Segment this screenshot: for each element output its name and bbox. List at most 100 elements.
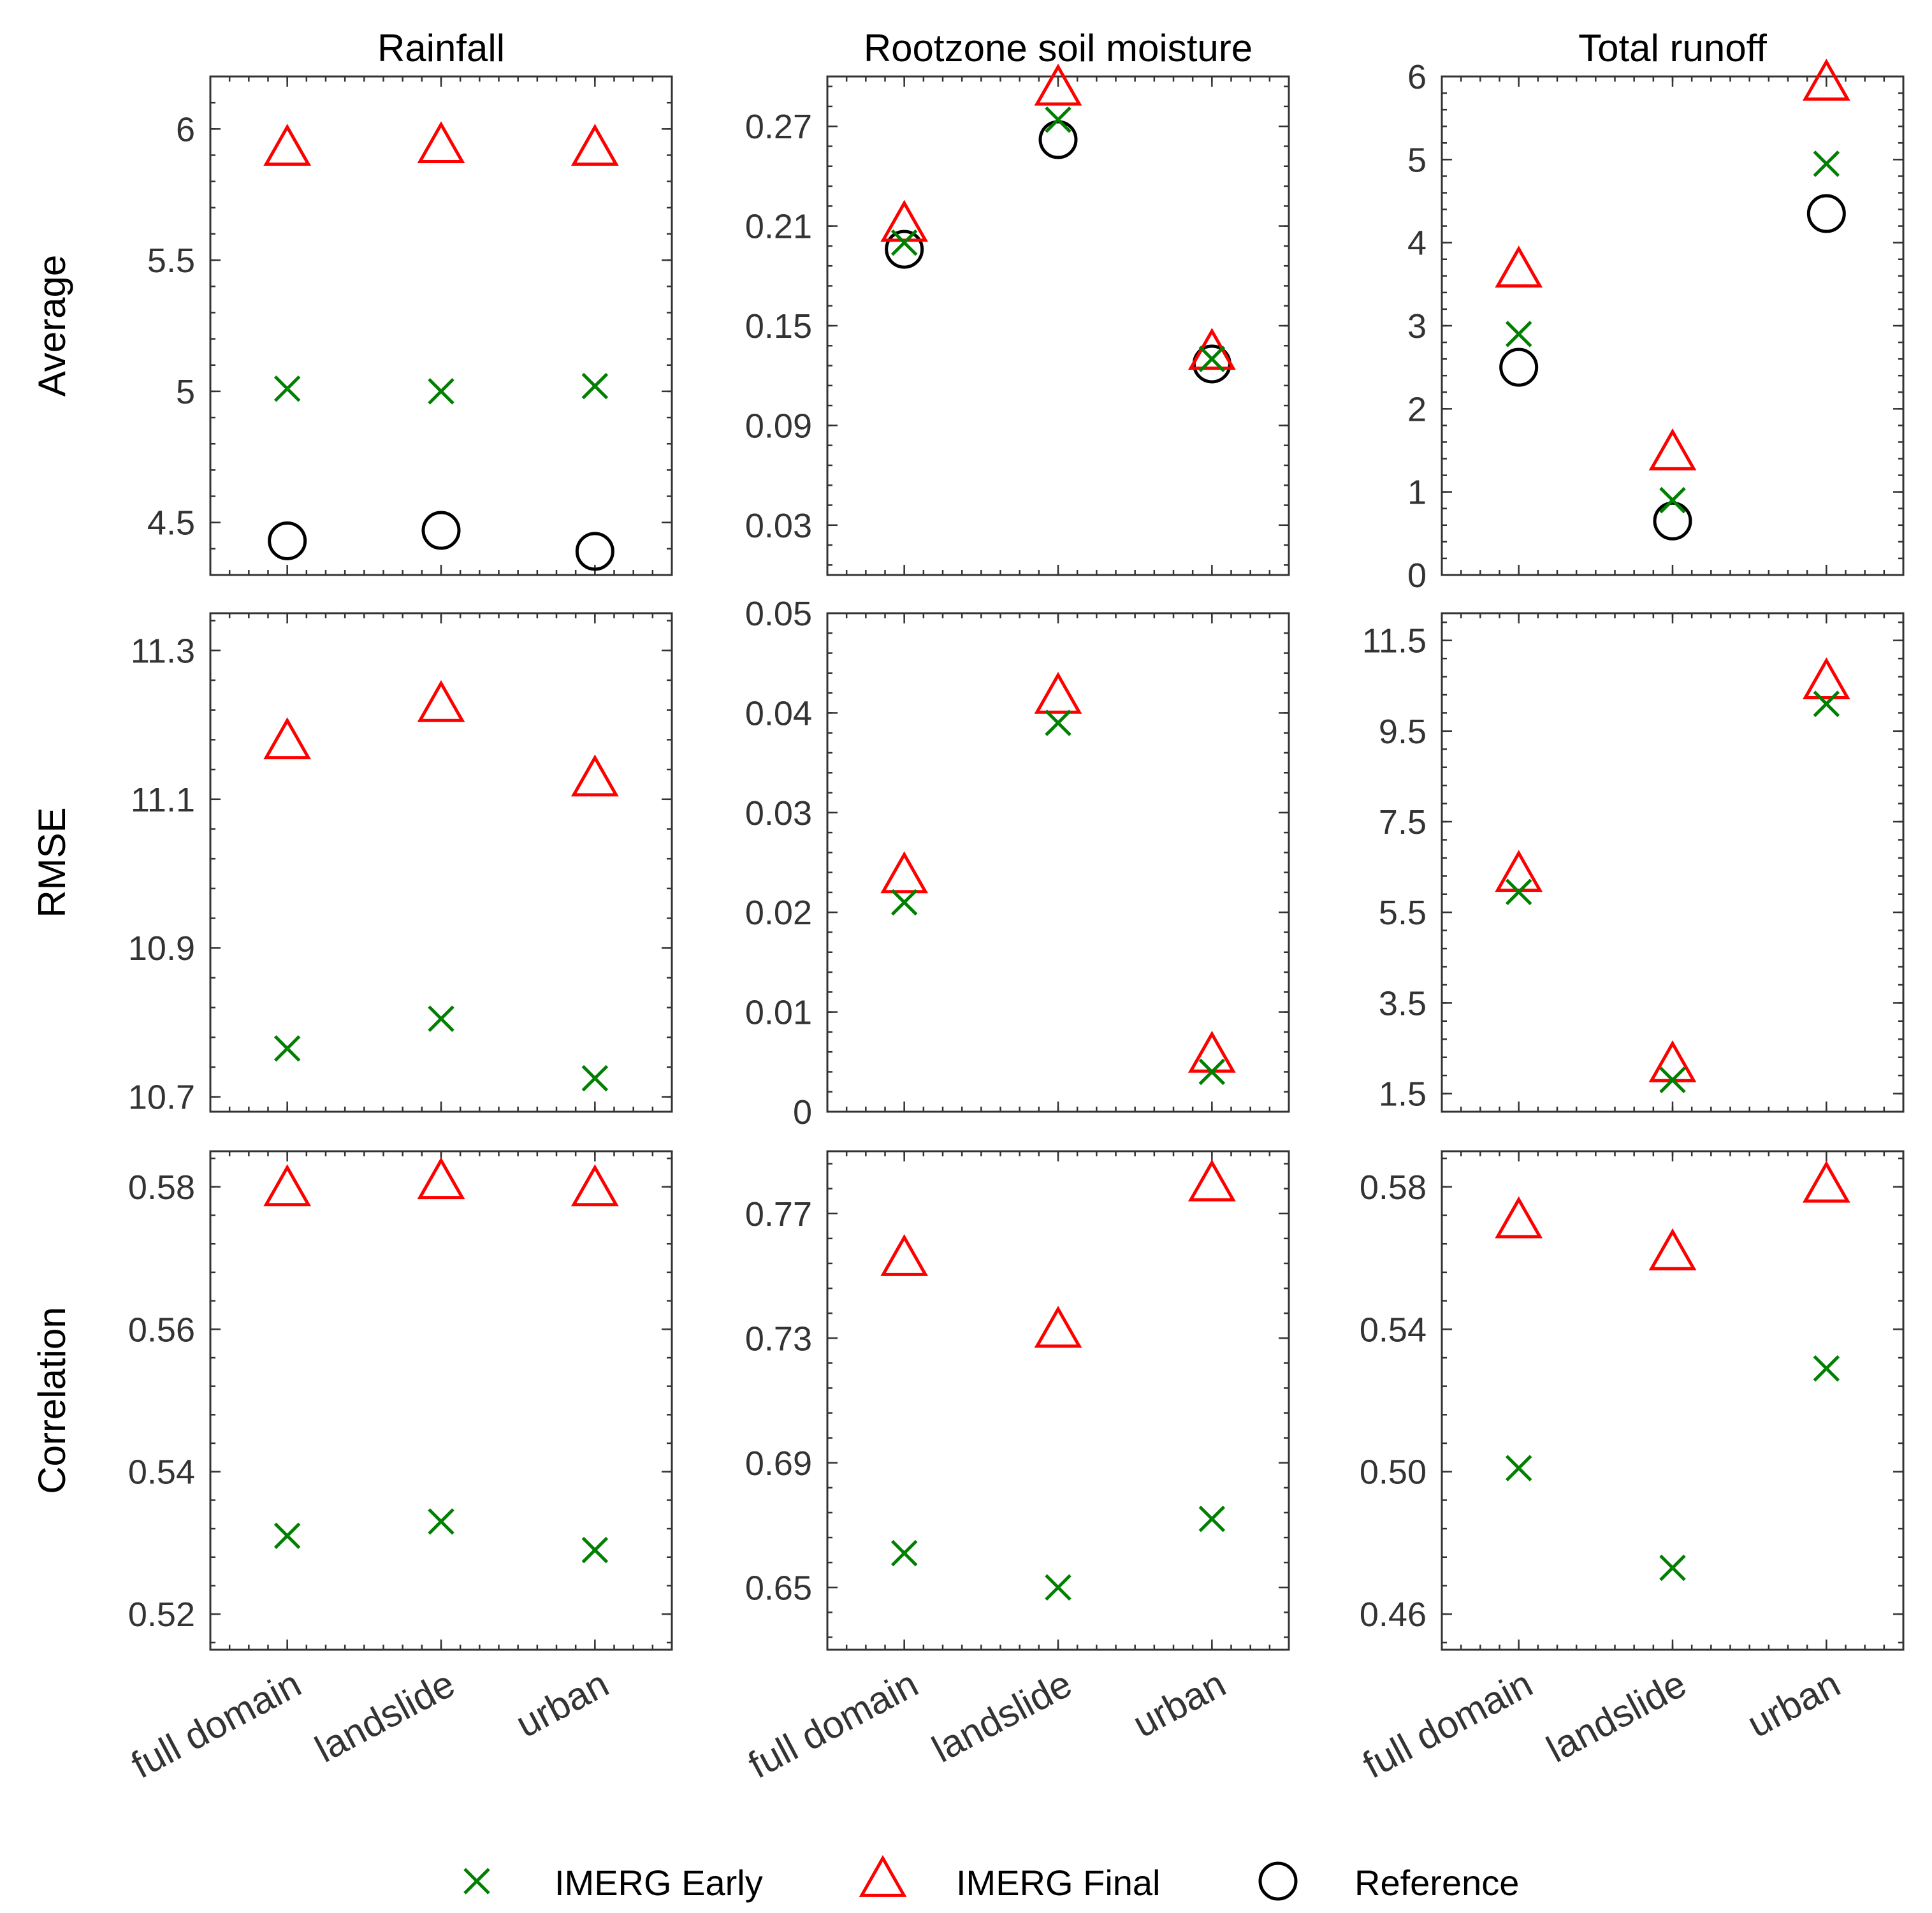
legend-item-imerg-early: IMERG Early [463, 1863, 763, 1903]
marker-imerg-early-full-domain [890, 229, 918, 256]
y-tick-label: 0.03 [745, 507, 812, 545]
marker-imerg-final-full-domain [1495, 850, 1543, 892]
x-tick-label-urban: urban [1740, 1662, 1847, 1745]
y-tick-label: 10.9 [128, 929, 195, 968]
y-tick-label: 0.73 [745, 1320, 812, 1358]
y-tick-label: 5.5 [147, 242, 195, 280]
y-tick-label: 5 [1407, 141, 1427, 179]
marker-imerg-early-full-domain [273, 1522, 301, 1550]
y-tick-label: 10.7 [128, 1079, 195, 1117]
y-tick-label: 0.46 [1360, 1596, 1427, 1634]
marker-imerg-early-urban [581, 1065, 609, 1092]
column-title-total-runoff: Total runoff [1578, 27, 1767, 69]
marker-imerg-final-urban [1188, 1030, 1236, 1073]
marker-imerg-final-landslide [417, 121, 465, 163]
y-tick-label: 0.54 [1360, 1311, 1427, 1349]
y-tick-label: 6 [176, 110, 195, 149]
marker-imerg-early-full-domain [273, 375, 301, 402]
marker-imerg-final-landslide [1034, 671, 1082, 714]
marker-imerg-final-urban [570, 1164, 619, 1207]
marker-imerg-final-urban [1802, 1160, 1850, 1203]
marker-imerg-early-full-domain [1505, 878, 1532, 905]
legend-label-reference: Reference [1355, 1863, 1519, 1903]
axis-frame [826, 1150, 1290, 1651]
column-title-rootzone-soil-moisture: Rootzone soil moisture [864, 27, 1253, 69]
marker-imerg-early-landslide [428, 1005, 454, 1032]
marker-imerg-early-full-domain [890, 1539, 918, 1567]
panel-rmse-rainfall: 10.7 10.9 11.1 11.3 [128, 612, 673, 1117]
marker-imerg-early-landslide [428, 1508, 454, 1535]
y-tick-label: 3 [1407, 307, 1427, 346]
y-tick-label: 11.3 [131, 632, 195, 670]
panel-rmse-total-runoff: 1.5 3.5 5.5 7.5 9.5 11.5 [1362, 612, 1905, 1114]
panel-average-rainfall: 4.5 5 5.5 6 [147, 75, 673, 576]
row-label-rmse: RMSE [31, 807, 73, 917]
marker-imerg-early-landslide [1659, 1066, 1686, 1094]
marker-imerg-early-urban [581, 1536, 609, 1564]
marker-imerg-final-full-domain [880, 1233, 929, 1276]
y-tick-label: 1 [1407, 474, 1427, 512]
marker-imerg-final-landslide [417, 1157, 465, 1200]
marker-reference-landslide [1038, 120, 1078, 159]
axis-frame [1441, 612, 1905, 1113]
marker-reference-urban [575, 532, 614, 571]
marker-imerg-early-full-domain [890, 889, 918, 916]
marker-imerg-final-landslide [1648, 1228, 1697, 1270]
axis-frame [209, 612, 673, 1113]
y-tick-label: 0.27 [745, 108, 812, 146]
marker-imerg-final-full-domain [263, 124, 312, 166]
y-tick-label: 1.5 [1379, 1075, 1427, 1114]
panel-average-total-runoff: 0 1 2 3 4 5 6 [1407, 58, 1905, 595]
marker-imerg-early-landslide [1045, 106, 1071, 133]
axis-frame [1441, 1150, 1905, 1651]
y-tick-label: 0 [793, 1093, 812, 1131]
y-tick-label: 0.56 [128, 1311, 195, 1349]
marker-reference-landslide [421, 511, 461, 550]
panel-correlation-rootzone-soil-moisture: 0.65 0.69 0.73 0.77 [745, 1150, 1290, 1651]
row-label-average: Average [31, 255, 73, 396]
legend-item-imerg-final: IMERG Final [859, 1854, 1161, 1903]
x-tick-label-landslide: landslide [1540, 1662, 1694, 1770]
y-tick-label: 4 [1407, 224, 1427, 263]
marker-imerg-final-landslide [417, 680, 465, 722]
x-tick-label-full-domain: full domain [741, 1662, 925, 1786]
y-tick-label: 0.09 [745, 407, 812, 445]
marker-imerg-final-landslide [1034, 63, 1082, 106]
marker-reference-full-domain [268, 521, 307, 560]
y-tick-label: 0.21 [745, 208, 812, 246]
y-tick-label: 0.02 [745, 894, 812, 932]
marker-imerg-final-full-domain [880, 200, 929, 242]
axis-frame [826, 75, 1290, 576]
marker-imerg-early-full-domain [273, 1035, 301, 1062]
marker-imerg-early-urban [1198, 346, 1226, 372]
column-title-rainfall: Rainfall [377, 27, 505, 69]
x-tick-label-landslide: landslide [926, 1662, 1079, 1770]
x-tick-label-full-domain: full domain [1356, 1662, 1539, 1786]
row-label-correlation: Correlation [31, 1307, 73, 1494]
y-tick-label: 6 [1407, 58, 1427, 96]
legend-marker-imerg-early [463, 1868, 490, 1895]
marker-reference-full-domain [885, 229, 924, 269]
marker-imerg-final-full-domain [1495, 1196, 1543, 1239]
y-tick-label: 11.5 [1362, 622, 1427, 660]
marker-imerg-final-landslide [1648, 428, 1697, 470]
legend-marker-reference [1258, 1861, 1298, 1901]
marker-imerg-final-full-domain [263, 1164, 312, 1207]
y-tick-label: 9.5 [1379, 713, 1427, 751]
x-tick-label-urban: urban [1126, 1662, 1232, 1745]
y-tick-label: 5 [176, 373, 195, 411]
marker-reference-full-domain [1499, 347, 1539, 387]
marker-imerg-early-urban [1198, 1058, 1226, 1086]
marker-imerg-final-landslide [1648, 1040, 1697, 1082]
y-tick-label: 0.77 [745, 1195, 812, 1233]
marker-imerg-early-full-domain [1505, 1455, 1532, 1481]
y-tick-label: 0.54 [128, 1453, 195, 1492]
legend: IMERG Early IMERG Final Reference [463, 1854, 1519, 1903]
marker-imerg-final-landslide [1034, 1306, 1082, 1348]
panel-correlation-total-runoff: 0.46 0.50 0.54 0.58 [1360, 1150, 1905, 1651]
y-tick-label: 0.50 [1360, 1453, 1427, 1492]
axis-frame [209, 75, 673, 576]
y-tick-label: 4.5 [147, 504, 195, 542]
marker-imerg-early-urban [1813, 1355, 1840, 1382]
y-tick-label: 5.5 [1379, 894, 1427, 932]
